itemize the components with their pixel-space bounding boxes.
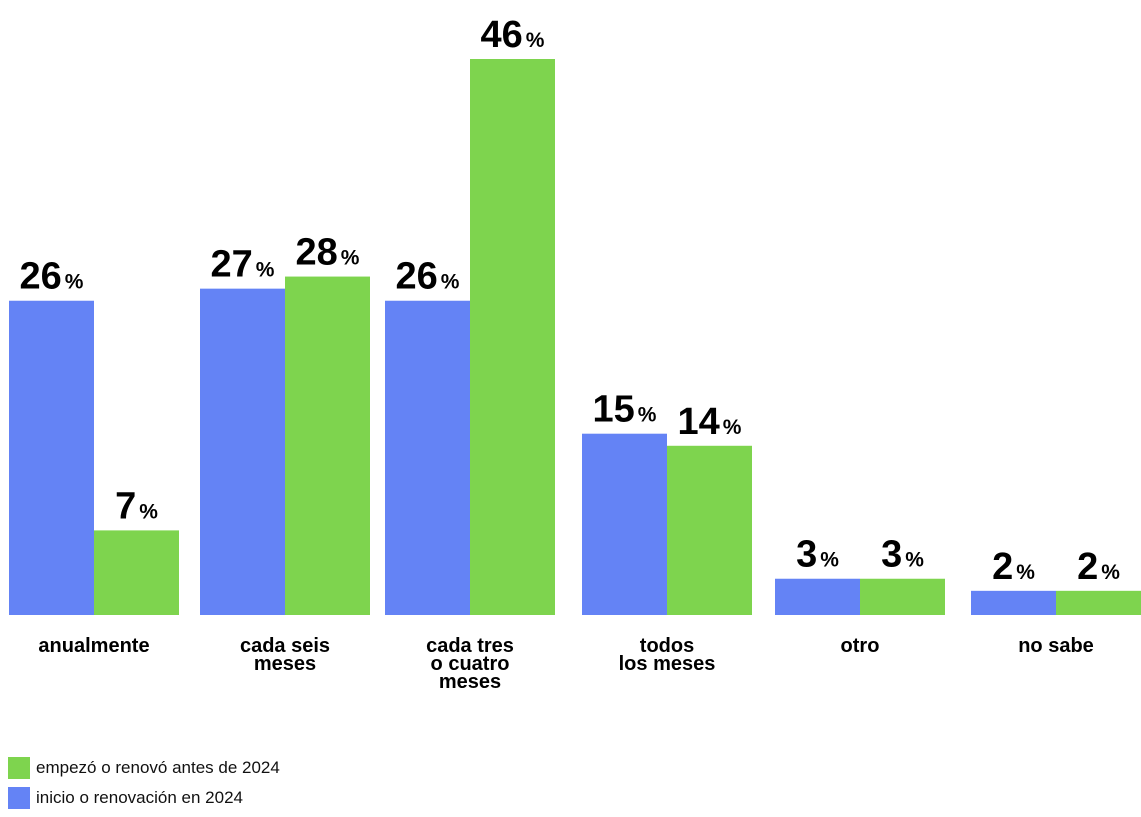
bar-en-2024 bbox=[582, 433, 667, 615]
category-label: todos los meses bbox=[619, 635, 716, 675]
data-label: 15% bbox=[593, 389, 657, 431]
bar-antes-2024 bbox=[860, 578, 945, 615]
category-label: anualmente bbox=[38, 635, 149, 657]
bar-antes-2024 bbox=[1056, 590, 1141, 615]
data-label: 2% bbox=[992, 546, 1035, 588]
bar-antes-2024 bbox=[470, 59, 555, 615]
legend-item-antes-2024: empezó o renovó antes de 2024 bbox=[8, 757, 280, 779]
bar-en-2024 bbox=[200, 288, 285, 615]
data-label: 26% bbox=[20, 256, 84, 298]
legend-item-en-2024: inicio o renovación en 2024 bbox=[8, 787, 280, 809]
legend: empezó o renovó antes de 2024 inicio o r… bbox=[8, 757, 280, 817]
legend-swatch-green bbox=[8, 757, 30, 779]
bar-antes-2024 bbox=[667, 445, 752, 615]
bar-en-2024 bbox=[385, 300, 470, 615]
bar-en-2024 bbox=[9, 300, 94, 615]
data-label: 46% bbox=[481, 14, 545, 56]
category-label: no sabe bbox=[1018, 635, 1094, 657]
category-label: cada tres o cuatro meses bbox=[426, 635, 514, 693]
bar-en-2024 bbox=[971, 590, 1056, 615]
bar-antes-2024 bbox=[94, 530, 179, 615]
bar-en-2024 bbox=[775, 578, 860, 615]
bar-antes-2024 bbox=[285, 276, 370, 615]
data-label: 28% bbox=[296, 232, 360, 274]
data-label: 3% bbox=[796, 534, 839, 576]
category-label: cada seis meses bbox=[240, 635, 330, 675]
legend-swatch-blue bbox=[8, 787, 30, 809]
data-label: 7% bbox=[115, 485, 158, 527]
data-label: 26% bbox=[396, 256, 460, 298]
data-label: 2% bbox=[1077, 546, 1120, 588]
data-label: 14% bbox=[678, 401, 742, 443]
legend-label: inicio o renovación en 2024 bbox=[36, 788, 243, 807]
data-label: 27% bbox=[211, 244, 275, 286]
data-label: 3% bbox=[881, 534, 924, 576]
category-label: otro bbox=[841, 635, 880, 657]
legend-label: empezó o renovó antes de 2024 bbox=[36, 758, 280, 777]
